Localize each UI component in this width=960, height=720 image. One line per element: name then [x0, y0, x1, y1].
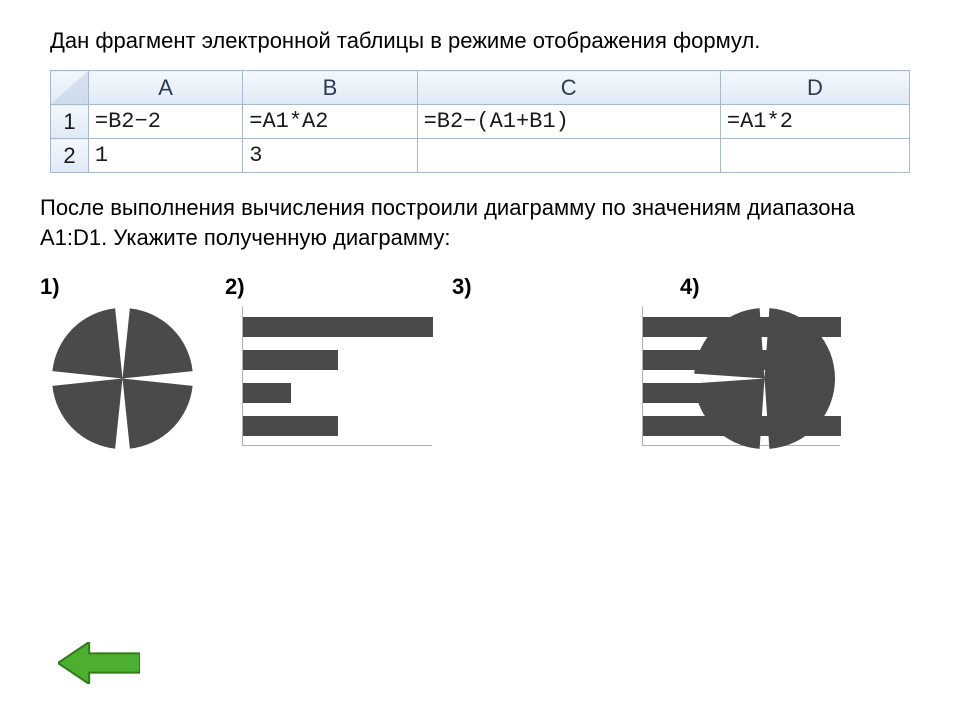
option-2-bar-chart: [242, 306, 432, 446]
cell: 3: [243, 139, 417, 173]
col-header: B: [243, 71, 417, 105]
bar: [243, 317, 433, 337]
option-label-1: 1): [40, 274, 60, 300]
spreadsheet-fragment: A B C D 1 =B2−2 =A1*A2 =B2−(A1+B1) =A1*2…: [50, 70, 910, 173]
option-1-pie-chart: [40, 306, 205, 451]
row-header: 1: [51, 105, 89, 139]
cell: =B2−2: [88, 105, 242, 139]
back-arrow-button[interactable]: [58, 642, 140, 684]
cell: =A1*2: [720, 105, 909, 139]
cell: =B2−(A1+B1): [417, 105, 720, 139]
option-label-3: 3): [452, 274, 472, 300]
cell: 1: [88, 139, 242, 173]
sheet-corner: [51, 71, 89, 105]
option-label-4: 4): [680, 274, 700, 300]
bar: [243, 350, 338, 370]
cell: =A1*A2: [243, 105, 417, 139]
col-header: D: [720, 71, 909, 105]
options-row: 1) 2) 3) 4): [40, 274, 920, 474]
option-label-2: 2): [225, 274, 245, 300]
bar: [243, 383, 291, 403]
row-header: 2: [51, 139, 89, 173]
bar: [243, 416, 338, 436]
option-4-pie-chart: [682, 306, 847, 451]
col-header: C: [417, 71, 720, 105]
col-header: A: [88, 71, 242, 105]
cell: [417, 139, 720, 173]
heading: Дан фрагмент электронной таблицы в режим…: [50, 28, 920, 54]
cell: [720, 139, 909, 173]
question-paragraph: После выполнения вычисления построили ди…: [40, 193, 920, 252]
